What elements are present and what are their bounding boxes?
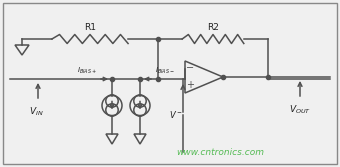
Text: $V_{IN}$: $V_{IN}$ <box>29 105 43 118</box>
Text: R1: R1 <box>84 23 96 32</box>
Text: $I_{BIAS+}$: $I_{BIAS+}$ <box>77 66 97 76</box>
Text: $V^-$: $V^-$ <box>169 110 183 121</box>
Text: $V_{OUT}$: $V_{OUT}$ <box>289 104 311 117</box>
Text: www.cntronics.com: www.cntronics.com <box>176 148 264 157</box>
Text: −: − <box>186 63 194 73</box>
FancyBboxPatch shape <box>3 3 337 164</box>
Text: $I_{BIAS-}$: $I_{BIAS-}$ <box>155 66 175 76</box>
Text: R2: R2 <box>207 23 219 32</box>
Text: +: + <box>186 80 194 90</box>
